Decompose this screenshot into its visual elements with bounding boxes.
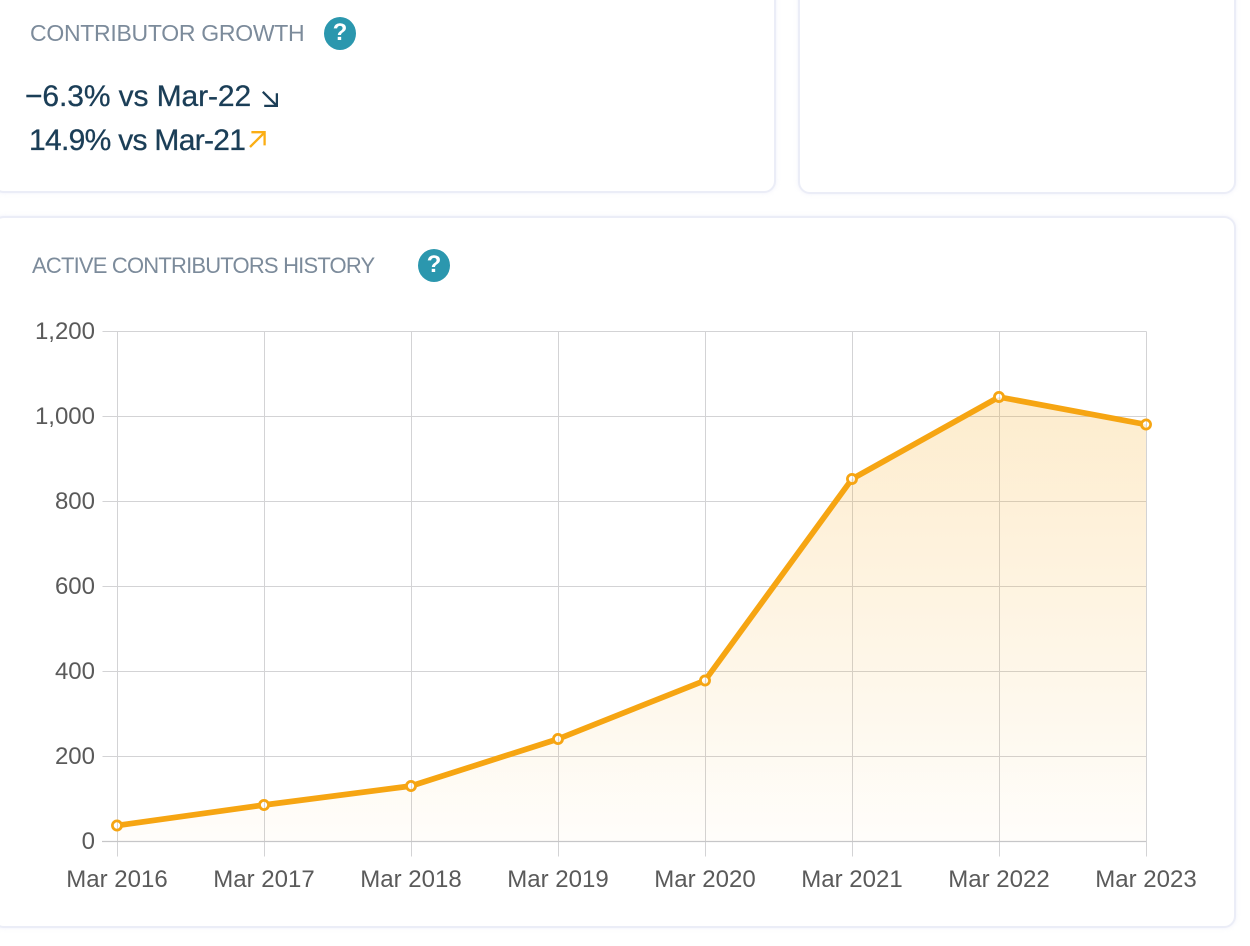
svg-text:Mar 2022: Mar 2022 [948, 866, 1049, 893]
svg-text:400: 400 [55, 658, 95, 685]
svg-text:Mar 2020: Mar 2020 [654, 866, 755, 893]
svg-text:200: 200 [55, 743, 95, 770]
svg-text:600: 600 [55, 573, 95, 600]
svg-text:Mar 2019: Mar 2019 [507, 866, 608, 893]
svg-text:1,000: 1,000 [35, 403, 95, 430]
svg-text:0: 0 [82, 828, 95, 855]
svg-text:800: 800 [55, 488, 95, 515]
svg-text:1,200: 1,200 [35, 318, 95, 345]
svg-text:Mar 2021: Mar 2021 [801, 866, 902, 893]
svg-text:Mar 2017: Mar 2017 [213, 866, 314, 893]
svg-text:Mar 2018: Mar 2018 [360, 866, 461, 893]
svg-text:Mar 2016: Mar 2016 [66, 866, 167, 893]
svg-text:Mar 2023: Mar 2023 [1095, 866, 1196, 893]
